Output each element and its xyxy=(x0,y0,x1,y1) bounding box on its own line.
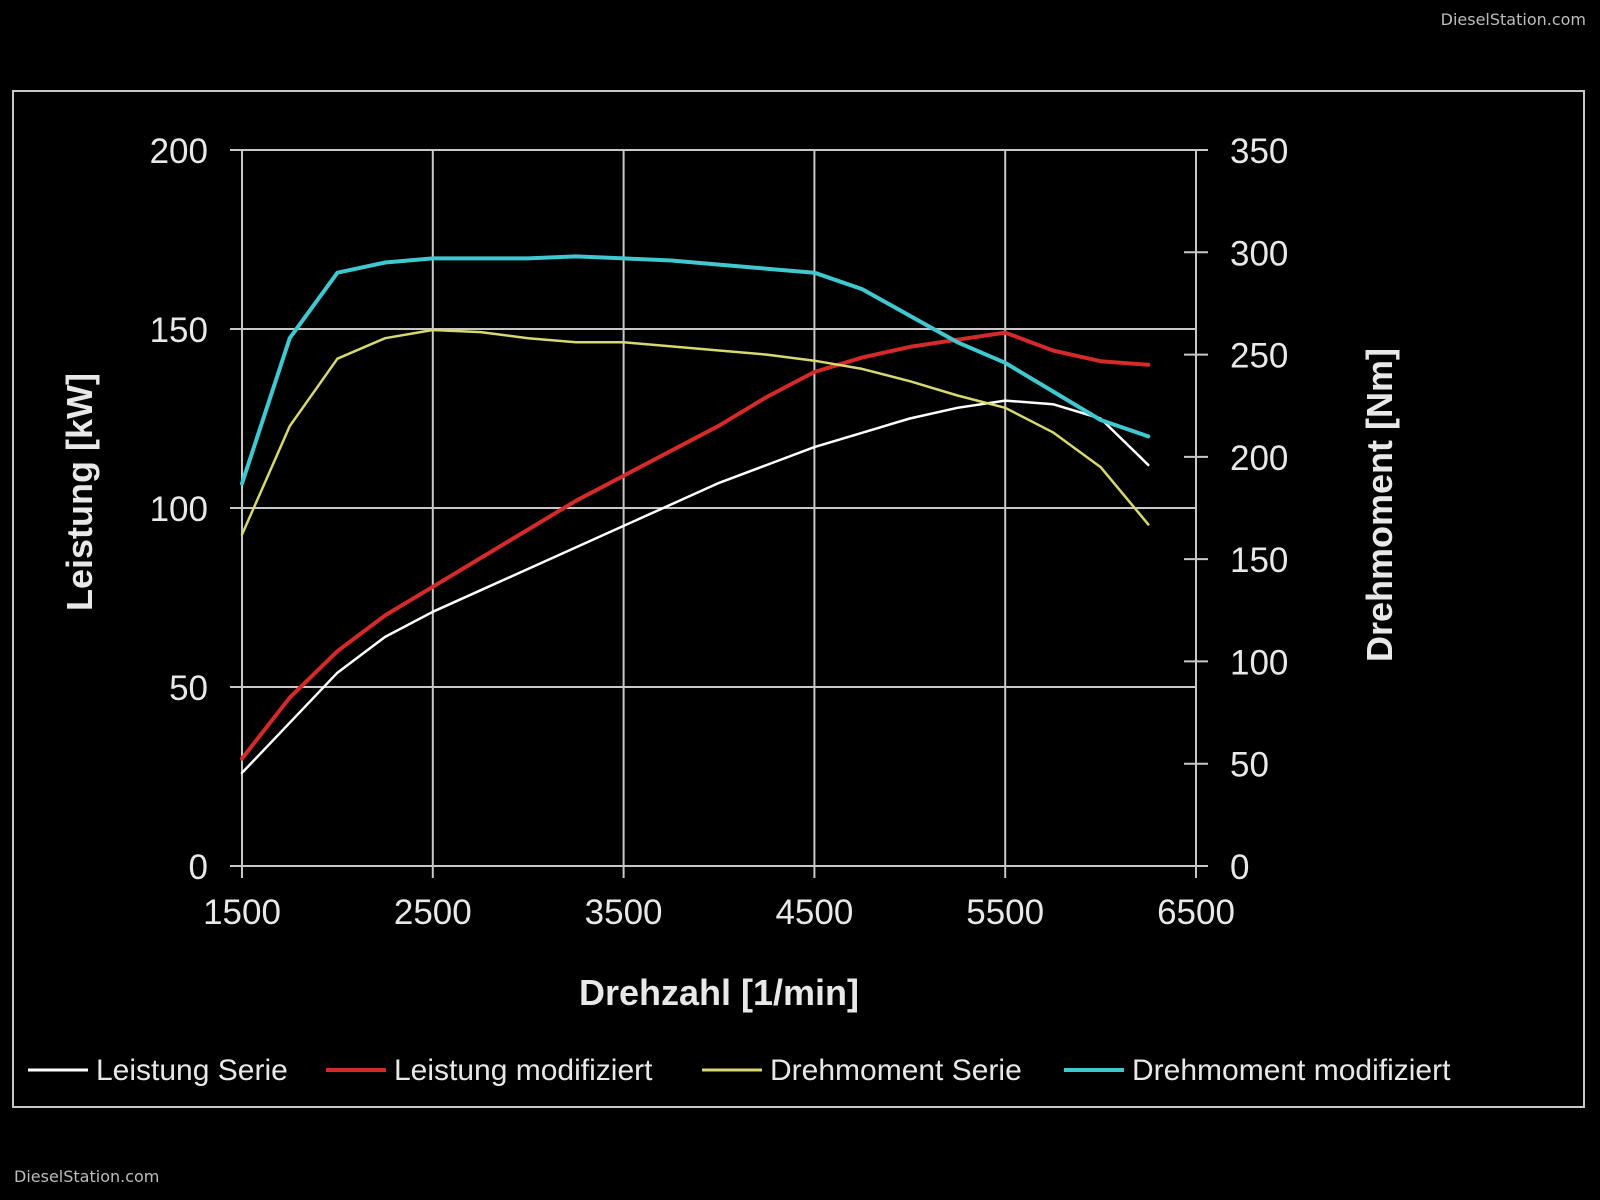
y-right-tick-label: 100 xyxy=(1230,643,1288,682)
x-tick-label: 4500 xyxy=(775,893,853,932)
y-right-tick-label: 50 xyxy=(1230,746,1269,785)
y-right-tick-label: 250 xyxy=(1230,337,1288,376)
y-axis-right-label: Drehmoment [Nm] xyxy=(1359,348,1400,662)
y-left-tick-label: 200 xyxy=(150,132,208,171)
watermark-top: DieselStation.com xyxy=(1440,10,1586,29)
legend-label-drehmoment-modifiziert: Drehmoment modifiziert xyxy=(1132,1054,1451,1087)
y-left-tick-label: 50 xyxy=(169,669,208,708)
series-line-drehmoment-serie xyxy=(240,328,1150,536)
y-right-tick-label: 150 xyxy=(1230,541,1288,580)
legend-label-leistung-modifiziert: Leistung modifiziert xyxy=(394,1054,653,1087)
x-axis-label: Drehzahl [1/min] xyxy=(579,972,859,1013)
watermark-bottom: DieselStation.com xyxy=(14,1167,160,1186)
y-right-tick-label: 300 xyxy=(1230,234,1288,273)
x-tick-label: 6500 xyxy=(1157,893,1235,932)
y-left-tick-label: 100 xyxy=(150,490,208,529)
grid xyxy=(242,149,1197,866)
ticks: 1500 2500 3500 4500 5500 6500 0 50 100 150 200 0 50 1… xyxy=(150,132,1289,932)
series-line-drehmoment-modifiziert xyxy=(240,254,1151,486)
y-left-tick-label: 0 xyxy=(189,848,208,887)
x-tick-label: 5500 xyxy=(966,893,1044,932)
x-tick-label: 1500 xyxy=(203,893,281,932)
series-line-leistung-serie xyxy=(240,399,1150,775)
y-right-tick-label: 350 xyxy=(1230,132,1288,171)
x-tick-label: 3500 xyxy=(585,893,663,932)
legend-label-leistung-serie: Leistung Serie xyxy=(96,1054,288,1087)
series-line-leistung-modifiziert xyxy=(240,330,1151,761)
y-axis-left-label: Leistung [kW] xyxy=(59,373,100,611)
y-right-tick-label: 200 xyxy=(1230,439,1288,478)
series-lines xyxy=(240,254,1151,775)
legend: Leistung Serie Leistung modifiziert Drehmo… xyxy=(28,1054,1451,1087)
legend-label-drehmoment-serie: Drehmoment Serie xyxy=(770,1054,1022,1087)
y-right-tick-label: 0 xyxy=(1230,848,1249,887)
x-tick-label: 2500 xyxy=(394,893,472,932)
chart-frame xyxy=(12,90,1585,1108)
y-left-tick-label: 150 xyxy=(150,311,208,350)
